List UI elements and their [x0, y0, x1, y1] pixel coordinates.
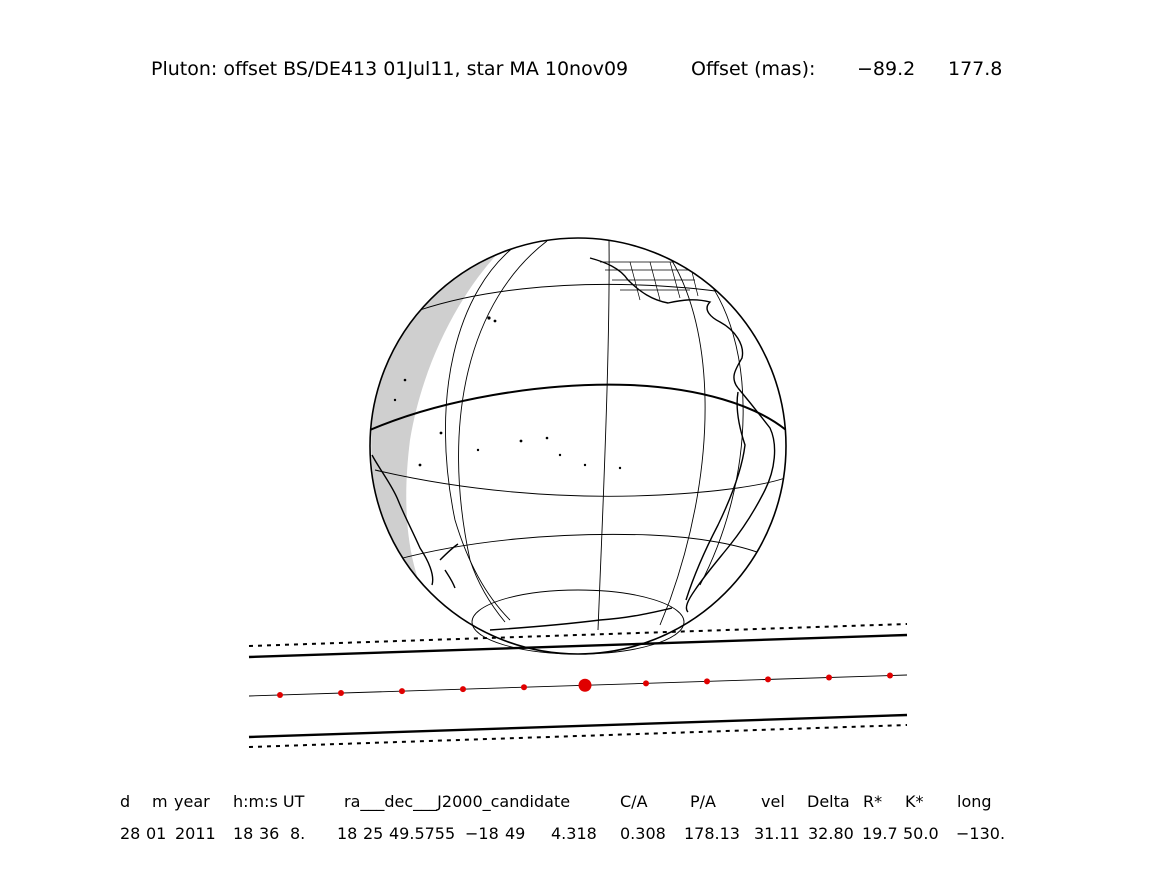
island — [519, 439, 523, 443]
island — [583, 463, 587, 467]
time-mark-dot — [521, 684, 527, 691]
value-minute: 36 — [259, 824, 280, 843]
time-mark-dot — [887, 672, 893, 679]
value-day: 28 — [120, 824, 141, 843]
shadow-north-limit — [248, 633, 908, 659]
value-year: 2011 — [175, 824, 216, 843]
plot-title: Pluton: offset BS/DE413 01Jul11, star MA… — [0, 58, 1155, 168]
value-r-star: 19.7 — [862, 824, 898, 843]
value-long: −130. — [956, 824, 1006, 843]
time-mark-dot — [704, 678, 710, 685]
island — [393, 398, 397, 402]
night-side-shading — [371, 244, 505, 625]
time-mark-dot — [765, 676, 771, 683]
coastlines — [371, 257, 776, 631]
usa-state-grid — [600, 261, 705, 301]
island — [545, 436, 549, 440]
header-long: long — [957, 792, 992, 811]
value-month: 01 — [146, 824, 167, 843]
parallel-line — [394, 533, 766, 561]
shadow-south-limit — [248, 713, 908, 739]
time-mark-dot — [399, 688, 405, 695]
value-ra-s: 49.5755 — [389, 824, 456, 843]
shadow-north-uncertainty — [248, 623, 908, 647]
meridian-line — [458, 240, 548, 623]
equator-line — [370, 383, 786, 431]
closest-approach-marker — [578, 678, 592, 692]
table-value-row: 28 01 2011 18 36 8. 18 25 49.5755 −18 49… — [0, 824, 1155, 846]
island — [487, 316, 491, 320]
time-mark-dot — [338, 690, 344, 697]
header-k-star: K* — [905, 792, 924, 811]
antarctica-coast — [489, 607, 673, 631]
value-k-star: 50.0 — [903, 824, 939, 843]
value-ra-m: 25 — [363, 824, 384, 843]
header-ca: C/A — [620, 792, 648, 811]
meridian-line — [659, 249, 706, 626]
globe-disk — [370, 238, 786, 654]
new-zealand-coast — [439, 543, 459, 589]
asia-coast — [371, 454, 434, 586]
header-vel: vel — [761, 792, 785, 811]
table-header-row: d m year h:m:s UT ra___dec___J2000_candi… — [0, 792, 1155, 814]
island — [618, 466, 622, 470]
header-delta: Delta — [807, 792, 850, 811]
globe — [369, 237, 787, 655]
night-band — [371, 244, 505, 625]
header-pa: P/A — [690, 792, 716, 811]
value-pa: 178.13 — [684, 824, 740, 843]
value-dec-m: 49 — [505, 824, 526, 843]
south-america-inner-coast — [685, 391, 746, 601]
time-mark-dot — [826, 674, 832, 681]
value-second: 8. — [290, 824, 306, 843]
shadow-south-uncertainty — [248, 724, 908, 748]
value-vel: 31.11 — [754, 824, 800, 843]
value-ca: 0.308 — [620, 824, 666, 843]
time-mark-dot — [643, 680, 649, 687]
title-caption: Pluton: offset BS/DE413 01Jul11, star MA… — [151, 58, 629, 80]
centerline-time-marks — [277, 672, 893, 698]
header-year: year — [174, 792, 210, 811]
island — [493, 319, 497, 323]
header-time: h:m:s UT — [233, 792, 305, 811]
offset-ra-value: −89.2 — [857, 58, 916, 80]
globe-limb — [369, 237, 787, 655]
time-mark-dot — [460, 686, 466, 693]
island — [439, 431, 443, 435]
value-hour: 18 — [233, 824, 254, 843]
value-delta: 32.80 — [808, 824, 854, 843]
value-candidate: 4.318 — [551, 824, 597, 843]
island — [476, 448, 480, 452]
south-america-coast — [685, 387, 776, 613]
island — [558, 453, 562, 457]
meridian-line — [597, 239, 610, 631]
header-day: d — [120, 792, 131, 811]
value-ra-h: 18 — [337, 824, 358, 843]
meridian-line — [445, 242, 520, 621]
offset-dec-value: 177.8 — [948, 58, 1003, 80]
time-mark-dot — [277, 692, 283, 698]
parallel-line — [374, 469, 786, 497]
header-r-star: R* — [863, 792, 883, 811]
header-coordinates: ra___dec___J2000_candidate — [344, 792, 571, 811]
value-dec-d: −18 — [465, 824, 499, 843]
island — [403, 378, 407, 382]
island — [418, 463, 422, 467]
shadow-path — [248, 623, 908, 748]
pacific-islands — [393, 316, 622, 470]
header-month: m — [152, 792, 168, 811]
shadow-centerline — [248, 674, 908, 697]
offset-label: Offset (mas): — [691, 58, 816, 80]
